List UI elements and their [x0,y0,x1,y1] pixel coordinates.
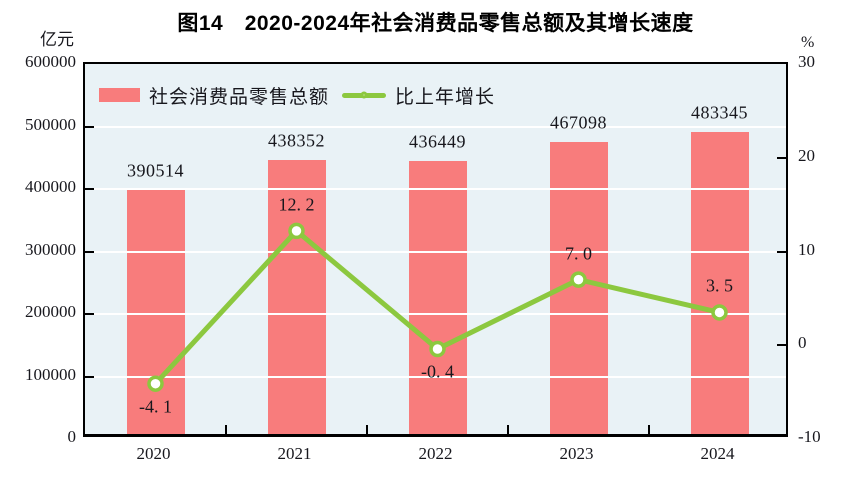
growth-marker [147,375,164,392]
y-axis-tick-label-left: 500000 [25,114,76,134]
x-axis-tick [225,425,227,434]
x-axis-tick [366,425,368,434]
left-axis-tick [85,250,94,253]
bar-value-label: 438352 [268,130,325,151]
x-axis-tick [507,425,509,434]
bar [408,161,467,434]
x-axis-label: 2024 [700,444,735,463]
growth-value-label: 12. 2 [278,194,315,215]
y-axis-tick-label-left: 200000 [25,302,76,321]
y-axis-tick-label-left: 100000 [25,364,76,384]
gridline [85,250,786,253]
y-axis-tick-label-left: 400000 [25,177,76,196]
growth-marker [711,304,728,321]
bar-value-label: 436449 [409,131,466,152]
legend-label-bar-series: 社会消费品零售总额 [149,86,330,108]
left-axis-tick [85,125,94,128]
growth-marker [429,340,446,358]
growth-marker [288,222,305,240]
gridline [85,375,786,378]
x-axis-tick [648,425,650,434]
legend-label-line-series: 比上年增长 [395,86,496,108]
growth-line-layer [147,222,728,392]
left-axis-unit: 亿元 [40,30,74,49]
x-axis-label: 2022 [418,444,453,463]
growth-value-label: 3. 5 [706,275,733,296]
gridline [85,313,786,315]
bar-value-label: 483345 [691,102,748,123]
right-axis-tick [777,156,786,159]
right-axis-tick [777,344,786,347]
line-series-marker-icon [342,91,387,99]
gridline [85,125,786,128]
y-axis-tick-label-right: 10 [798,239,815,259]
plot-area: 社会消费品零售总额 比上年增长 390514 438352 436449 467098… [83,62,788,437]
bar-value-label: 467098 [550,112,607,133]
x-axis-label: 2023 [559,444,594,463]
right-axis-unit: % [801,34,815,51]
left-axis-tick [85,313,94,315]
line-marker-dot-icon [360,91,368,99]
bar-series-swatch-icon [99,88,140,102]
growth-marker [570,271,587,288]
growth-value-label: 7. 0 [565,243,592,264]
bar [126,189,185,434]
y-axis-tick-label-right: 30 [798,52,815,71]
left-axis-tick [85,375,94,378]
y-axis-tick-label-left: 0 [67,427,77,446]
growth-value-label: -0. 4 [421,361,454,382]
x-axis-label: 2021 [277,444,312,463]
right-axis-tick [777,250,786,253]
y-axis-tick-label-right: 20 [798,145,815,165]
left-axis-tick [85,188,94,190]
legend: 社会消费品零售总额 比上年增长 [99,84,496,108]
y-axis-tick-label-left: 600000 [25,52,76,71]
y-axis-tick-label-right: -10 [798,427,821,446]
growth-value-label: -4. 1 [139,396,172,417]
x-axis-label: 2020 [136,444,171,463]
y-axis-tick-label-left: 300000 [25,239,76,259]
gridline [85,188,786,190]
bar [690,131,749,434]
bar-value-label: 390514 [127,160,184,181]
bar [267,160,326,434]
chart-title: 图14 2020-2024年社会消费品零售总额及其增长速度 [177,12,694,35]
y-axis-tick-label-right: 0 [798,333,807,353]
